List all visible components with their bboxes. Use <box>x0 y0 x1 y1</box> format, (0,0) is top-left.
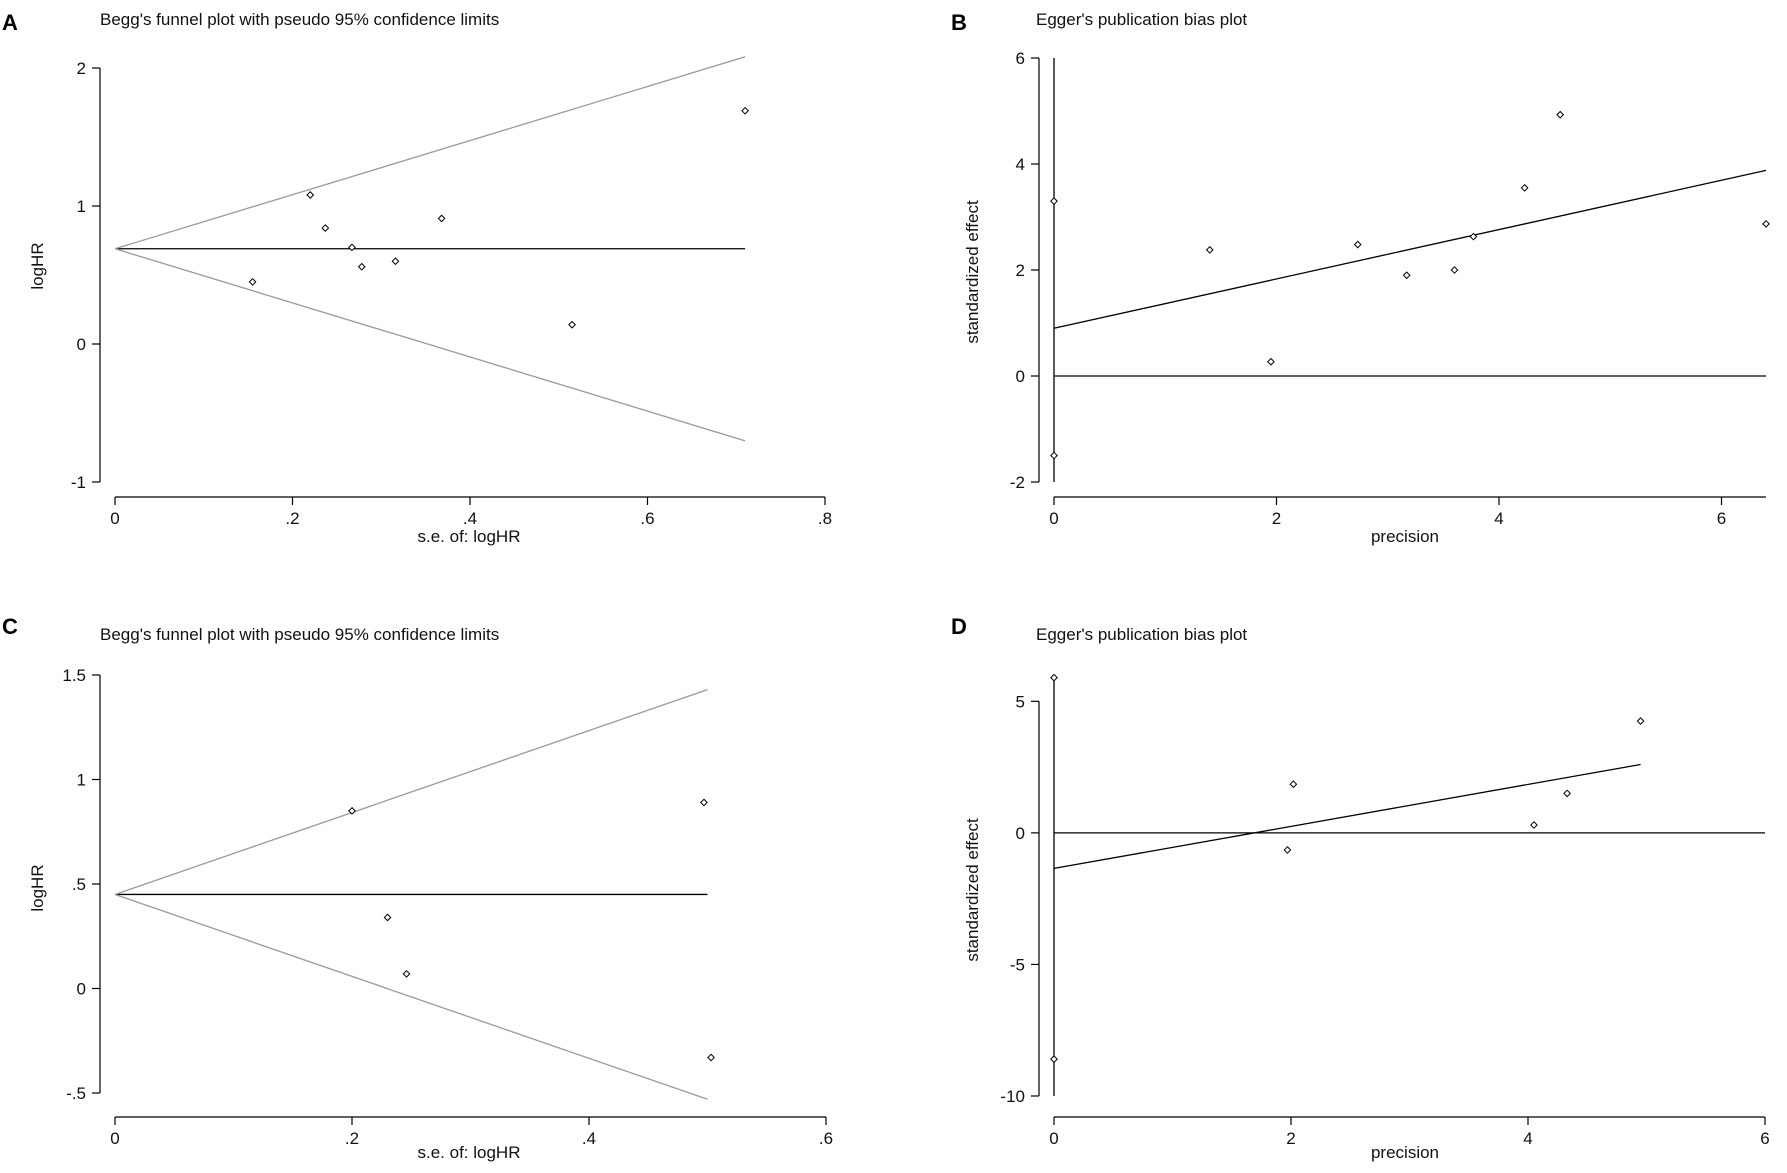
panel-d-y-tick-label: -5 <box>1010 955 1025 974</box>
panel-c-y-tick-label: 0 <box>77 980 86 999</box>
panel-d-regression-line <box>1053 763 1641 870</box>
panel-b-data-point <box>1450 266 1459 274</box>
panel-b-egger-plot: B Egger's publication bias plot precisio… <box>951 10 1770 546</box>
panel-c-data-point <box>348 806 356 815</box>
panel-a-data-point <box>741 106 750 115</box>
panel-d-data-point <box>1530 821 1538 829</box>
panel-c-data-point <box>700 798 708 807</box>
panel-c-data-point <box>402 969 411 978</box>
panel-d-title: Egger's publication bias plot <box>1036 625 1247 644</box>
panel-c-lower-confidence-limit <box>114 893 708 1100</box>
panel-a-y-tick-label: -1 <box>71 473 86 492</box>
panel-a-x-tick-label: 0 <box>110 509 119 528</box>
panel-d-data-point <box>1289 780 1298 789</box>
panel-c-data-point <box>707 1053 715 1062</box>
panel-b-regression-line <box>1053 169 1767 329</box>
panel-c-y-axis-label: logHR <box>28 864 47 911</box>
panel-b-x-tick-label: 0 <box>1049 509 1058 528</box>
panel-c-title: Begg's funnel plot with pseudo 95% confi… <box>100 625 499 644</box>
panel-d-x-tick-label: 4 <box>1523 1129 1532 1148</box>
panel-a-begg-funnel-plot: A Begg's funnel plot with pseudo 95% con… <box>2 10 832 546</box>
panel-b-data-point <box>1267 357 1275 366</box>
panel-label-c: C <box>2 614 18 639</box>
panel-a-x-axis-label: s.e. of: logHR <box>418 527 521 546</box>
panel-c-y-tick-label: -.5 <box>66 1084 86 1103</box>
panel-d-data-point <box>1050 673 1058 682</box>
panel-b-y-tick-label: 6 <box>1016 49 1025 68</box>
panel-a-data-point <box>357 262 366 271</box>
panel-a-data-point <box>568 320 576 329</box>
panel-c-y-tick-label: 1 <box>77 771 86 790</box>
panel-b-data-point <box>1050 197 1058 206</box>
panel-a-data-point <box>348 243 356 252</box>
panel-a-title: Begg's funnel plot with pseudo 95% confi… <box>100 10 499 29</box>
panel-a-data-point <box>248 277 257 286</box>
panel-a-data-point <box>437 214 446 223</box>
panel-a-upper-confidence-limit <box>114 56 746 250</box>
panel-c-x-tick-label: .6 <box>819 1129 833 1148</box>
panel-d-data-point <box>1283 846 1292 854</box>
panel-a-data-point <box>306 191 315 199</box>
panel-c-begg-funnel-plot: C Begg's funnel plot with pseudo 95% con… <box>2 614 833 1162</box>
panel-d-x-axis-label: precision <box>1371 1143 1439 1162</box>
panel-b-data-point <box>1050 451 1058 460</box>
panel-a-y-tick-label: 0 <box>77 335 86 354</box>
panel-b-data-point <box>1402 271 1411 280</box>
panel-label-d: D <box>951 614 967 639</box>
panel-a-x-tick-label: .4 <box>463 509 477 528</box>
panel-b-title: Egger's publication bias plot <box>1036 10 1247 29</box>
panel-c-y-tick-label: 1.5 <box>62 666 86 685</box>
panel-c-y-tick-label: .5 <box>72 875 86 894</box>
panel-c-upper-confidence-limit <box>114 689 708 896</box>
panel-d-y-tick-label: 5 <box>1016 692 1025 711</box>
panel-b-data-point <box>1556 110 1565 119</box>
panel-b-y-axis-label: standardized effect <box>963 200 982 344</box>
panel-label-a: A <box>2 10 18 35</box>
panel-c-x-tick-label: .4 <box>582 1129 596 1148</box>
panel-a-y-tick-label: 1 <box>77 197 86 216</box>
panel-c-x-tick-label: 0 <box>110 1129 119 1148</box>
panel-d-data-point <box>1050 1055 1058 1064</box>
panel-a-data-point <box>391 257 400 266</box>
panel-d-y-axis-label: standardized effect <box>963 818 982 962</box>
panel-b-x-axis-label: precision <box>1371 527 1439 546</box>
panel-b-x-tick-label: 6 <box>1717 509 1726 528</box>
panel-b-y-tick-label: 4 <box>1016 155 1025 174</box>
panel-b-data-point <box>1762 219 1770 228</box>
panel-a-data-point <box>321 224 330 232</box>
panel-d-x-tick-label: 0 <box>1049 1129 1058 1148</box>
panel-c-x-axis-label: s.e. of: logHR <box>418 1143 521 1162</box>
panel-a-y-tick-label: 2 <box>77 59 86 78</box>
panel-d-data-point <box>1636 717 1645 725</box>
panel-label-b: B <box>951 10 967 35</box>
panel-b-data-point <box>1353 240 1362 249</box>
panel-d-data-point <box>1563 789 1572 798</box>
panel-b-y-tick-label: -2 <box>1010 473 1025 492</box>
panel-d-egger-plot: D Egger's publication bias plot precisio… <box>951 614 1770 1162</box>
panel-d-y-tick-label: 0 <box>1016 824 1025 843</box>
panel-b-data-point <box>1520 183 1529 192</box>
panel-b-x-tick-label: 4 <box>1494 509 1503 528</box>
panel-c-data-point <box>383 913 392 922</box>
panel-a-x-tick-label: .8 <box>818 509 832 528</box>
panel-b-y-tick-label: 2 <box>1016 261 1025 280</box>
panel-b-y-tick-label: 0 <box>1016 367 1025 386</box>
panel-b-data-point <box>1205 245 1214 254</box>
panel-a-x-tick-label: .6 <box>640 509 654 528</box>
panel-b-data-point <box>1469 232 1478 241</box>
panel-d-y-tick-label: -10 <box>1000 1087 1025 1106</box>
panel-b-x-tick-label: 2 <box>1272 509 1281 528</box>
panel-a-y-axis-label: logHR <box>28 242 47 289</box>
panel-a-lower-confidence-limit <box>114 248 746 442</box>
panel-c-x-tick-label: .2 <box>345 1129 359 1148</box>
panel-d-x-tick-label: 2 <box>1286 1129 1295 1148</box>
panel-d-x-tick-label: 6 <box>1760 1129 1769 1148</box>
panel-a-x-tick-label: .2 <box>285 509 299 528</box>
